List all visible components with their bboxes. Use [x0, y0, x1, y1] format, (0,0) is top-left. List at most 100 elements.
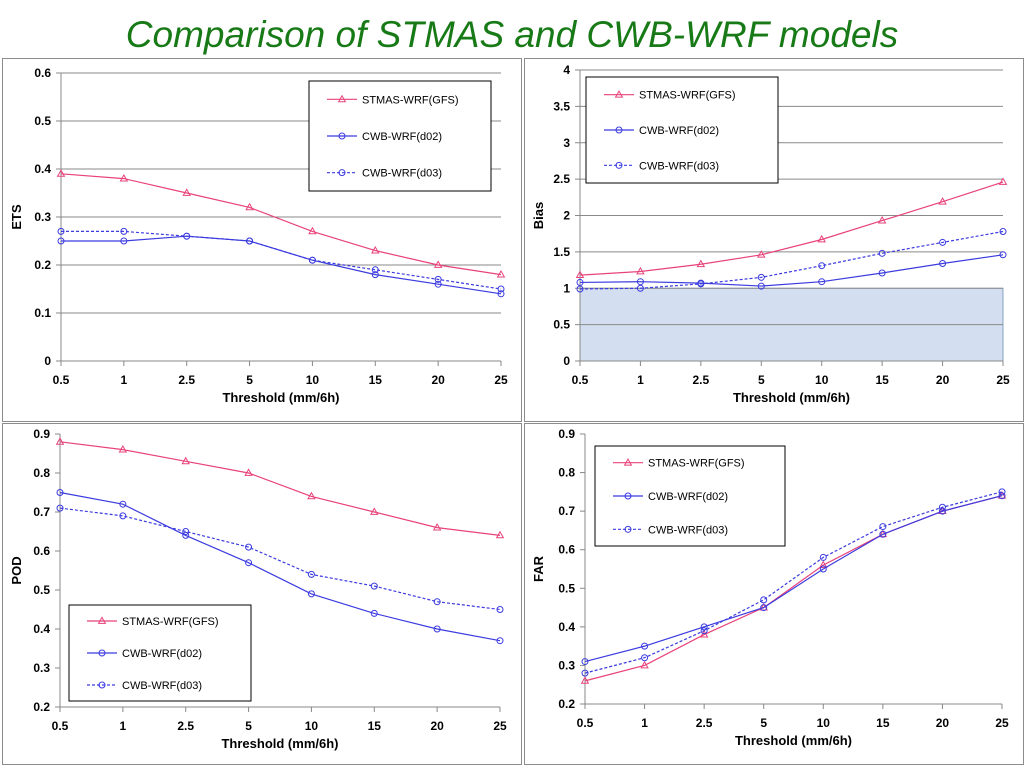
- bias-series-cwb-wrf-d03-point: [757, 273, 765, 281]
- pod-series-cwb-wrf-d02-point: [119, 500, 127, 508]
- ets-y-tick-label: 0.3: [34, 210, 51, 224]
- pod-series-cwb-wrf-d02-point: [433, 625, 441, 633]
- far-series-cwb-wrf-d02-point: [641, 642, 649, 650]
- far-series-cwb-wrf-d03-point: [998, 488, 1006, 496]
- far-series-stmas-wrf-gfs-point: [997, 491, 1007, 499]
- pod-x-tick-label: 1: [120, 719, 127, 733]
- pod-series-cwb-wrf-d02-point: [182, 531, 190, 539]
- far-y-tick-label: 0.6: [558, 543, 575, 557]
- pod-legend-marker: [98, 681, 106, 689]
- bias-chart: 00.511.522.533.540.5 1 2.5 5 10 15 20 25Thresho…: [531, 63, 1010, 405]
- pod-y-tick-label: 0.2: [33, 700, 50, 714]
- bias-series-stmas-wrf-gfs-point: [877, 215, 887, 224]
- bias-legend-label: CWB-WRF(d03): [639, 160, 719, 172]
- pod-series-stmas-wrf-gfs-point: [55, 437, 65, 445]
- pod-y-tick-label: 0.6: [33, 544, 50, 558]
- pod-y-tick-label: 0.8: [33, 466, 50, 480]
- far-series-cwb-wrf-d02-point: [760, 604, 768, 612]
- bias-x-tick-label: 0.5: [572, 373, 589, 387]
- far-x-tick-label: 0.5: [577, 716, 594, 730]
- pod-x-axis-label: Threshold (mm/6h): [221, 736, 338, 751]
- far-series-cwb-wrf-d03-line: [584, 491, 1003, 674]
- pod-series-cwb-wrf-d03-point: [182, 528, 190, 535]
- bias-y-axis-label: Bias: [531, 202, 546, 229]
- ets-series-cwb-wrf-d02-point: [57, 237, 65, 245]
- bias-series-stmas-wrf-gfs-point: [636, 266, 645, 275]
- pod-series-cwb-wrf-d03-line: [59, 507, 501, 611]
- ets-series-cwb-wrf-d03-point: [371, 266, 379, 274]
- ets-series-cwb-wrf-d02-point: [371, 271, 379, 279]
- far-series-cwb-wrf-d03-point: [641, 654, 649, 662]
- ets-x-tick-label: 20: [431, 373, 445, 387]
- pod-series-stmas-wrf-gfs-point: [118, 444, 128, 453]
- pod-series-stmas-wrf-gfs-point: [307, 491, 316, 500]
- far-series-cwb-wrf-d02-point: [938, 507, 946, 515]
- far-series-cwb-wrf-d03-point: [879, 523, 887, 531]
- ets-legend-label: STMAS-WRF(GFS): [362, 94, 459, 106]
- pod-series-cwb-wrf-d02-line: [59, 491, 501, 642]
- bias-series-stmas-wrf-gfs-point: [757, 250, 766, 258]
- ets-series-stmas-wrf-gfs-point: [496, 269, 506, 278]
- bias-series-cwb-wrf-d02-line: [579, 254, 1004, 287]
- pod-x-tick-label: 10: [305, 719, 319, 733]
- bias-series-stmas-wrf-gfs-point: [998, 177, 1008, 185]
- bias-x-tick-label: 5: [758, 373, 765, 387]
- pod-legend-label: CWB-WRF(d03): [122, 680, 202, 692]
- far-y-tick-label: 0.3: [558, 658, 575, 672]
- ets-y-tick-label: 0.5: [34, 114, 51, 128]
- far-y-tick-label: 0.4: [558, 620, 575, 634]
- ets-series-stmas-wrf-gfs-point: [56, 169, 66, 177]
- pod-series-cwb-wrf-d03-point: [433, 598, 441, 606]
- ets-x-tick-label: 5: [246, 373, 253, 387]
- far-legend-marker: [624, 525, 632, 533]
- pod-series-cwb-wrf-d03-point: [245, 543, 253, 551]
- ets-x-tick-label: 1: [121, 373, 128, 387]
- pod-series-cwb-wrf-d03-point: [307, 570, 315, 578]
- bias-series-cwb-wrf-d02-point: [818, 278, 826, 286]
- far-series-stmas-wrf-gfs-point: [580, 676, 590, 684]
- bias-series-cwb-wrf-d02-point: [636, 278, 644, 286]
- ets-y-axis-label: ETS: [9, 204, 24, 230]
- far-legend-label: CWB-WRF(d02): [648, 491, 728, 503]
- ets-x-axis-label: Threshold (mm/6h): [222, 390, 339, 405]
- pod-series-cwb-wrf-d02-point: [56, 489, 64, 496]
- ets-series-stmas-wrf-gfs-point: [182, 188, 191, 196]
- far-x-tick-label: 5: [760, 716, 767, 730]
- ets-x-tick-label: 15: [369, 373, 383, 387]
- far-x-tick-label: 20: [936, 716, 950, 730]
- bias-series-cwb-wrf-d02-point: [999, 251, 1007, 259]
- far-y-tick-label: 0.5: [558, 581, 575, 595]
- bias-legend-marker: [615, 126, 623, 134]
- bias-series-cwb-wrf-d03-point: [818, 262, 826, 270]
- pod-x-tick-label: 15: [368, 719, 382, 733]
- pod-series-stmas-wrf-gfs-point: [432, 522, 442, 531]
- bias-series-cwb-wrf-d03-point: [999, 228, 1007, 236]
- bias-series-stmas-wrf-gfs-point: [938, 197, 947, 205]
- far-y-tick-label: 0.8: [558, 466, 575, 480]
- far-x-tick-label: 25: [995, 716, 1009, 730]
- far-x-tick-label: 2.5: [696, 716, 713, 730]
- pod-chart-panel: 0.2 0.3 0.4 0.5 0.6 0.7 0.8 0.9 0.5 1 2.5 5 10 15 20 25…: [2, 423, 522, 765]
- pod-series-cwb-wrf-d02-point: [496, 637, 504, 645]
- ets-series-cwb-wrf-d02-point: [434, 280, 442, 288]
- ets-y-tick-label: 0: [44, 354, 51, 368]
- far-series-cwb-wrf-d02-point: [700, 623, 708, 631]
- ets-series-stmas-wrf-gfs-point: [433, 260, 443, 268]
- ets-series-stmas-wrf-gfs-line: [60, 173, 502, 276]
- pod-series-stmas-wrf-gfs-point: [370, 507, 379, 515]
- ets-series-stmas-wrf-gfs-point: [245, 202, 254, 211]
- bias-legend-marker: [615, 161, 623, 169]
- bias-series-cwb-wrf-d03-point: [939, 238, 947, 246]
- ets-y-tick-label: 0.4: [34, 162, 51, 176]
- ets-series-cwb-wrf-d03-point: [246, 237, 254, 245]
- pod-series-stmas-wrf-gfs-point: [181, 456, 190, 465]
- bias-chart-panel: 0 0.5 1 1.5 2 2.5 3 3.5 4 0.5 1 2.5 5 10 15 20 25 Thresho…: [524, 58, 1024, 422]
- far-x-axis-label: Threshold (mm/6h): [735, 733, 852, 748]
- pod-legend-label: STMAS-WRF(GFS): [122, 616, 219, 628]
- far-series-cwb-wrf-d03-point: [760, 596, 768, 604]
- pod-y-tick-label: 0.7: [33, 505, 50, 519]
- pod-y-tick-label: 0.5: [33, 583, 50, 597]
- ets-series-cwb-wrf-d03-point: [497, 285, 505, 293]
- ets-y-tick-label: 0.1: [34, 306, 51, 320]
- far-series-cwb-wrf-d03-point: [938, 503, 946, 511]
